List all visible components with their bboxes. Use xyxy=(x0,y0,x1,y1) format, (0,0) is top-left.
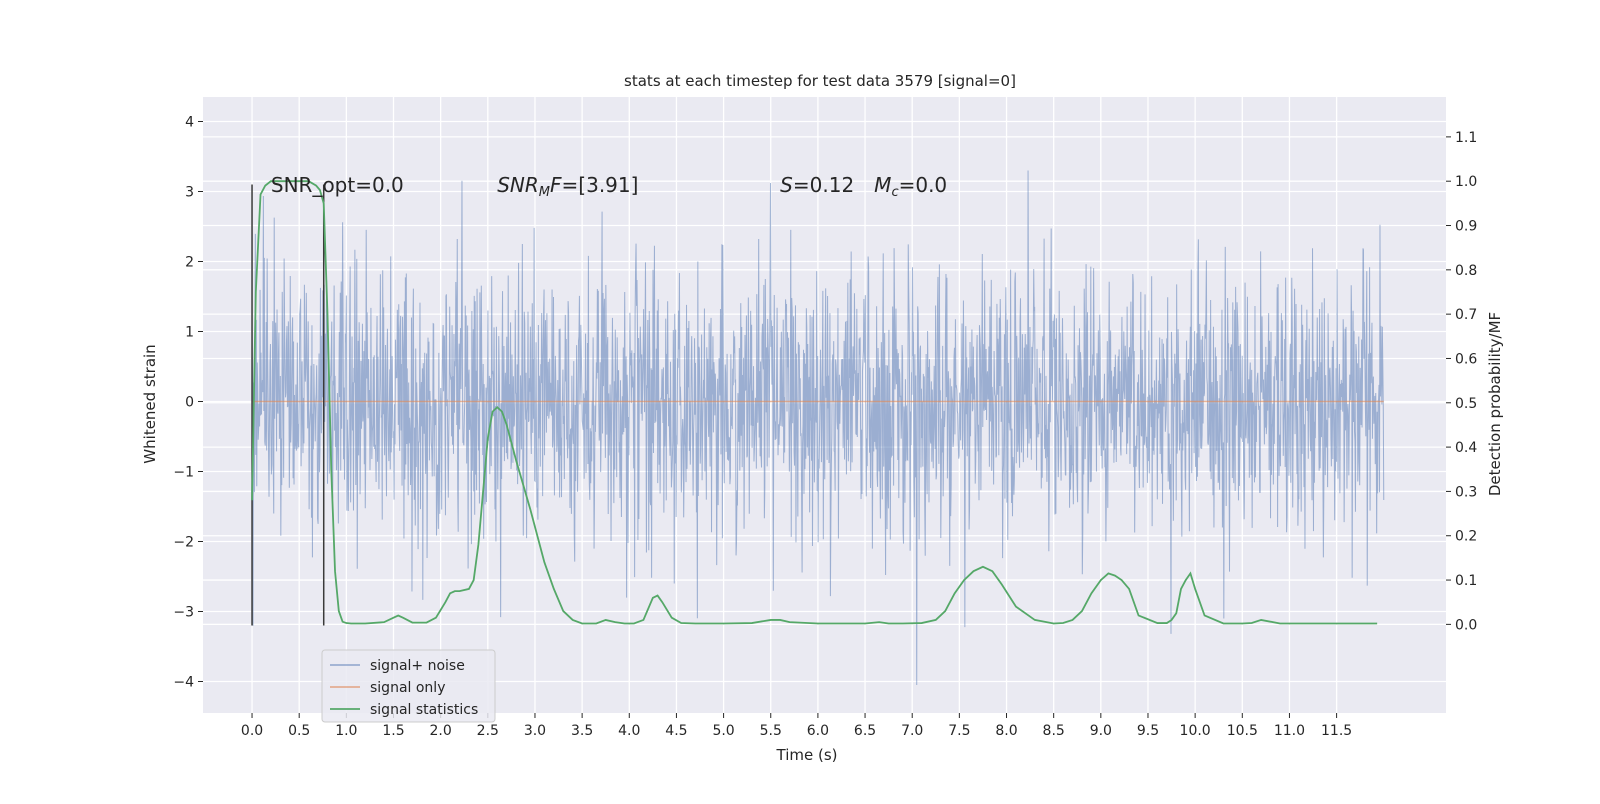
x-tick-label: 11.0 xyxy=(1274,723,1305,739)
y-right-tick-label: 0.6 xyxy=(1455,351,1477,367)
x-tick-label: 8.0 xyxy=(995,723,1017,739)
x-tick-label: 4.0 xyxy=(618,723,640,739)
legend-label: signal statistics xyxy=(370,702,478,718)
x-tick-label: 10.5 xyxy=(1227,723,1258,739)
y-right-tick-label: 0.9 xyxy=(1455,219,1477,235)
y-right-tick-label: 0.7 xyxy=(1455,307,1477,323)
legend-label: signal+ noise xyxy=(370,658,465,674)
x-tick-label: 0.0 xyxy=(241,723,263,739)
legend-label: signal only xyxy=(370,680,445,696)
y-axis-right-label: Detection probability/MF xyxy=(1486,312,1504,496)
legend-box xyxy=(321,649,496,723)
annot-part: S xyxy=(780,173,793,197)
y-right-tick-label: 0.3 xyxy=(1455,484,1477,500)
x-tick-label: 7.0 xyxy=(901,723,923,739)
annot-part: c xyxy=(891,185,898,200)
x-tick-label: 10.0 xyxy=(1180,723,1211,739)
series-signal-statistics xyxy=(251,180,1378,625)
annot-part: =0.12 xyxy=(793,173,874,197)
x-tick-label: 2.5 xyxy=(477,723,499,739)
annot-part: =[3.91] xyxy=(562,173,639,197)
x-tick-label: 3.5 xyxy=(571,723,593,739)
y-right-tick-label: 0.1 xyxy=(1455,573,1477,589)
x-tick-label: 9.0 xyxy=(1090,723,1112,739)
x-tick-label: 6.0 xyxy=(807,723,829,739)
x-tick-label: 1.5 xyxy=(382,723,404,739)
annot-part: M xyxy=(539,185,550,200)
x-tick-label: 5.5 xyxy=(760,723,782,739)
y-left-tick-label: −4 xyxy=(173,675,194,691)
y-left-tick-label: −2 xyxy=(173,535,194,551)
annot-part: SNR xyxy=(497,173,539,197)
x-tick-label: 7.5 xyxy=(948,723,970,739)
x-axis-label: Time (s) xyxy=(776,746,838,764)
x-tick-label: 2.0 xyxy=(430,723,452,739)
annotation-1: SNR_opt=0.0 xyxy=(271,173,404,197)
y-right-tick-label: 0.0 xyxy=(1455,617,1477,633)
y-right-tick-label: 1.1 xyxy=(1455,130,1477,146)
y-left-tick-label: 4 xyxy=(185,115,194,131)
y-right-tick-label: 0.8 xyxy=(1455,263,1477,279)
series-signal-plus-noise xyxy=(251,170,1385,686)
y-right-tick-label: 0.4 xyxy=(1455,440,1477,456)
x-tick-label: 3.0 xyxy=(524,723,546,739)
y-axis-left-label: Whitened strain xyxy=(141,344,159,463)
x-tick-label: 11.5 xyxy=(1321,723,1352,739)
annotation-3: S=0.12 Mc=0.0 xyxy=(780,173,947,200)
x-tick-label: 5.0 xyxy=(712,723,734,739)
y-left-tick-label: −1 xyxy=(173,465,194,481)
y-right-tick-label: 0.5 xyxy=(1455,396,1477,412)
y-left-tick-label: 1 xyxy=(185,325,194,341)
x-tick-label: 9.5 xyxy=(1137,723,1159,739)
chart-title: stats at each timestep for test data 357… xyxy=(624,72,1016,90)
x-tick-label: 6.5 xyxy=(854,723,876,739)
y-left-tick-label: 3 xyxy=(185,185,194,201)
y-left-tick-label: 2 xyxy=(185,255,194,271)
y-right-tick-label: 1.0 xyxy=(1455,174,1477,190)
annot-part: F xyxy=(550,173,562,197)
x-tick-label: 4.5 xyxy=(665,723,687,739)
x-tick-label: 0.5 xyxy=(288,723,310,739)
annot-part: M xyxy=(874,173,891,197)
y-right-tick-label: 0.2 xyxy=(1455,529,1477,545)
y-left-tick-label: 0 xyxy=(185,395,194,411)
y-left-tick-label: −3 xyxy=(173,605,194,621)
x-tick-label: 8.5 xyxy=(1043,723,1065,739)
annotation-2: SNRMF=[3.91] xyxy=(497,173,638,200)
annot-part: =0.0 xyxy=(899,173,948,197)
x-tick-label: 1.0 xyxy=(335,723,357,739)
